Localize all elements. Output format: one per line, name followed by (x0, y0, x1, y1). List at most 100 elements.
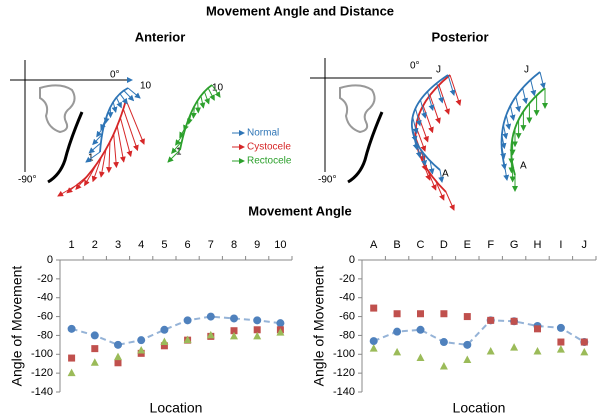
fan-arrow (84, 162, 98, 187)
fan-arrow (501, 156, 507, 170)
fan-arrow (98, 149, 107, 178)
fan-arrow (412, 116, 419, 135)
series-line (373, 319, 585, 346)
start-label: J (524, 65, 529, 76)
point (114, 359, 122, 367)
fan-arrow (103, 112, 110, 124)
x-tick-label: 10 (274, 239, 286, 251)
fan-arrow (115, 97, 122, 109)
point (393, 347, 402, 356)
axis-label: -90° (18, 175, 36, 186)
y-tick-label: 0 (349, 254, 355, 266)
y-tick-label: -120 (31, 367, 53, 379)
point (253, 326, 261, 334)
point (463, 313, 471, 321)
fan-arrow (211, 84, 221, 98)
point (206, 330, 215, 339)
fan-arrow (530, 79, 537, 97)
y-tick-label: -100 (333, 348, 355, 360)
fan-arrow (419, 99, 427, 119)
point (463, 355, 472, 363)
x-tick-label: 3 (115, 239, 121, 251)
fan-arrow (422, 105, 434, 134)
fan-arrow (127, 87, 141, 99)
legend-label: Normal (247, 128, 279, 139)
point (534, 325, 541, 333)
y-tick-label: 0 (47, 254, 53, 266)
fan-curve (411, 74, 449, 171)
y-tick-label: -140 (31, 386, 53, 398)
fan-arrow (412, 134, 419, 151)
point (556, 323, 565, 332)
arrow-fan (167, 84, 221, 163)
point (230, 314, 238, 323)
x-axis-label: Location (453, 400, 506, 416)
point (557, 338, 565, 346)
fan-arrow (167, 149, 181, 163)
point (416, 325, 425, 334)
arrow-fan (85, 87, 141, 163)
anatomy-outline (39, 84, 76, 134)
x-tick-label: 8 (231, 239, 237, 251)
point (68, 354, 76, 362)
series-line (71, 315, 281, 346)
x-tick-label: H (534, 239, 542, 251)
fan-arrow (447, 74, 456, 96)
x-tick-label: 7 (208, 239, 214, 251)
point (206, 312, 215, 321)
y-tick-label: -80 (339, 329, 355, 341)
point (417, 310, 424, 318)
fan-arrow (125, 99, 145, 145)
point (160, 342, 168, 350)
y-tick-label: -100 (31, 348, 53, 360)
fan-arrow (85, 151, 101, 163)
anterior-axes (10, 60, 133, 172)
x-tick-label: 5 (161, 239, 167, 251)
arrow-fan (500, 71, 546, 181)
legend-label: Rectocele (247, 156, 292, 167)
fan-arrow (515, 96, 522, 113)
anatomy-outline (339, 84, 376, 134)
point (580, 338, 588, 346)
fan-arrow (435, 180, 445, 201)
x-tick-label: J (582, 239, 588, 251)
panel-title: Anterior (135, 29, 186, 44)
point (439, 338, 448, 347)
figure-title: Movement Angle and Distance (206, 3, 394, 18)
fan-arrow (122, 108, 139, 152)
y-tick-label: -20 (37, 273, 53, 285)
arrow-fan (508, 87, 548, 192)
y-tick-label: -120 (333, 367, 355, 379)
axis-label: 0° (110, 70, 120, 81)
fan-curve (179, 84, 213, 151)
point (230, 327, 238, 335)
fan-arrow (415, 142, 422, 159)
anatomy-curve (47, 111, 84, 184)
fan-arrow (199, 95, 206, 109)
point (556, 345, 565, 353)
point (440, 310, 448, 318)
point (114, 340, 122, 349)
point (253, 316, 262, 325)
x-tick-label: 6 (185, 239, 191, 251)
panel-title: Posterior (431, 29, 488, 44)
point (137, 336, 146, 345)
x-tick-label: D (440, 239, 448, 251)
x-axis-label: Location (150, 400, 203, 416)
point (439, 362, 448, 370)
point (533, 346, 542, 355)
end-label: 10 (212, 83, 224, 94)
fan-arrow (66, 175, 88, 194)
axis-label: -90° (318, 175, 336, 186)
point (160, 337, 169, 346)
fan-arrow (203, 91, 210, 105)
x-tick-label: 9 (254, 239, 260, 251)
fan-arrow (420, 158, 431, 181)
fan-arrow (75, 169, 93, 190)
fan-arrow (119, 117, 133, 158)
point (487, 316, 495, 324)
y-tick-label: -60 (339, 310, 355, 322)
point (510, 343, 519, 351)
x-tick-label: G (510, 239, 519, 251)
point (183, 335, 192, 344)
